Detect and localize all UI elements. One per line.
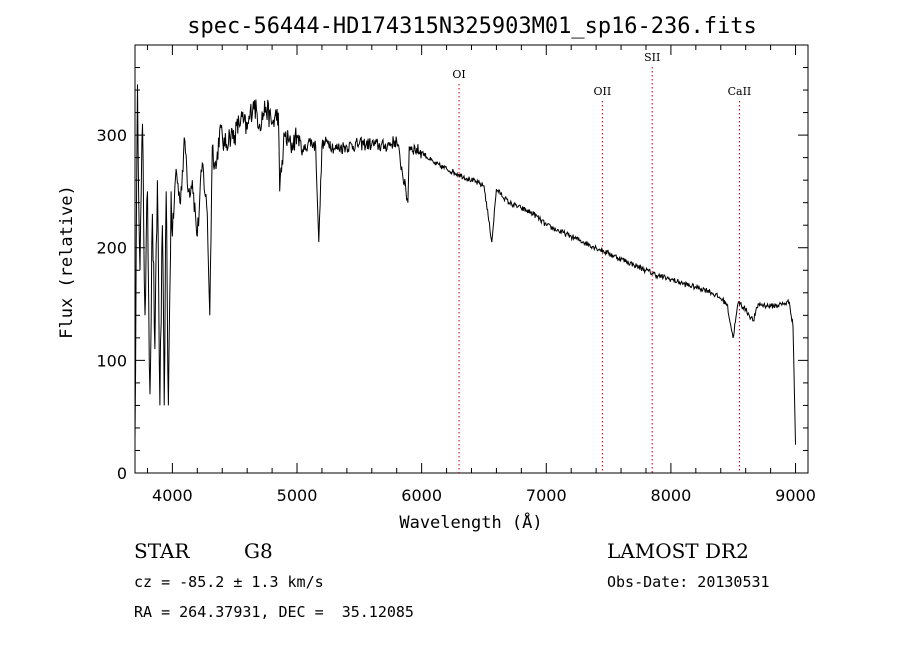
line-marker-label: SII bbox=[644, 51, 660, 64]
line-marker-label: OII bbox=[594, 85, 612, 98]
x-tick-label: 6000 bbox=[401, 486, 442, 505]
y-tick-label: 100 bbox=[96, 351, 127, 370]
y-tick-label: 200 bbox=[96, 239, 127, 258]
spectrum-line bbox=[134, 84, 796, 445]
object-subclass: G8 bbox=[244, 539, 273, 563]
survey-name: LAMOST DR2 bbox=[607, 539, 749, 563]
observation-date: Obs-Date: 20130531 bbox=[607, 573, 770, 591]
x-axis-label: Wavelength (Å) bbox=[399, 511, 542, 533]
y-tick-label: 300 bbox=[96, 126, 127, 145]
redshift-velocity: cz = -85.2 ± 1.3 km/s bbox=[134, 573, 324, 591]
line-marker-label: CaII bbox=[728, 85, 752, 98]
y-axis-label: Flux (relative) bbox=[57, 185, 77, 339]
x-tick-label: 4000 bbox=[152, 486, 193, 505]
plot-frame bbox=[134, 44, 809, 474]
axis-ticks: 4000 5000 6000 7000 8000 9000 0 100 200 300 bbox=[96, 44, 816, 505]
line-markers: OI OII SII CaII bbox=[452, 51, 751, 473]
x-tick-label: 8000 bbox=[651, 486, 692, 505]
x-tick-label: 9000 bbox=[775, 486, 816, 505]
line-marker-label: OI bbox=[452, 68, 465, 81]
x-tick-label: 5000 bbox=[277, 486, 318, 505]
object-class: STAR bbox=[134, 539, 190, 563]
y-tick-label: 0 bbox=[117, 464, 127, 483]
x-tick-label: 7000 bbox=[526, 486, 567, 505]
coordinates: RA = 264.37931, DEC = 35.12085 bbox=[134, 603, 414, 621]
chart-title: spec-56444-HD174315N325903M01_sp16-236.f… bbox=[187, 14, 757, 39]
